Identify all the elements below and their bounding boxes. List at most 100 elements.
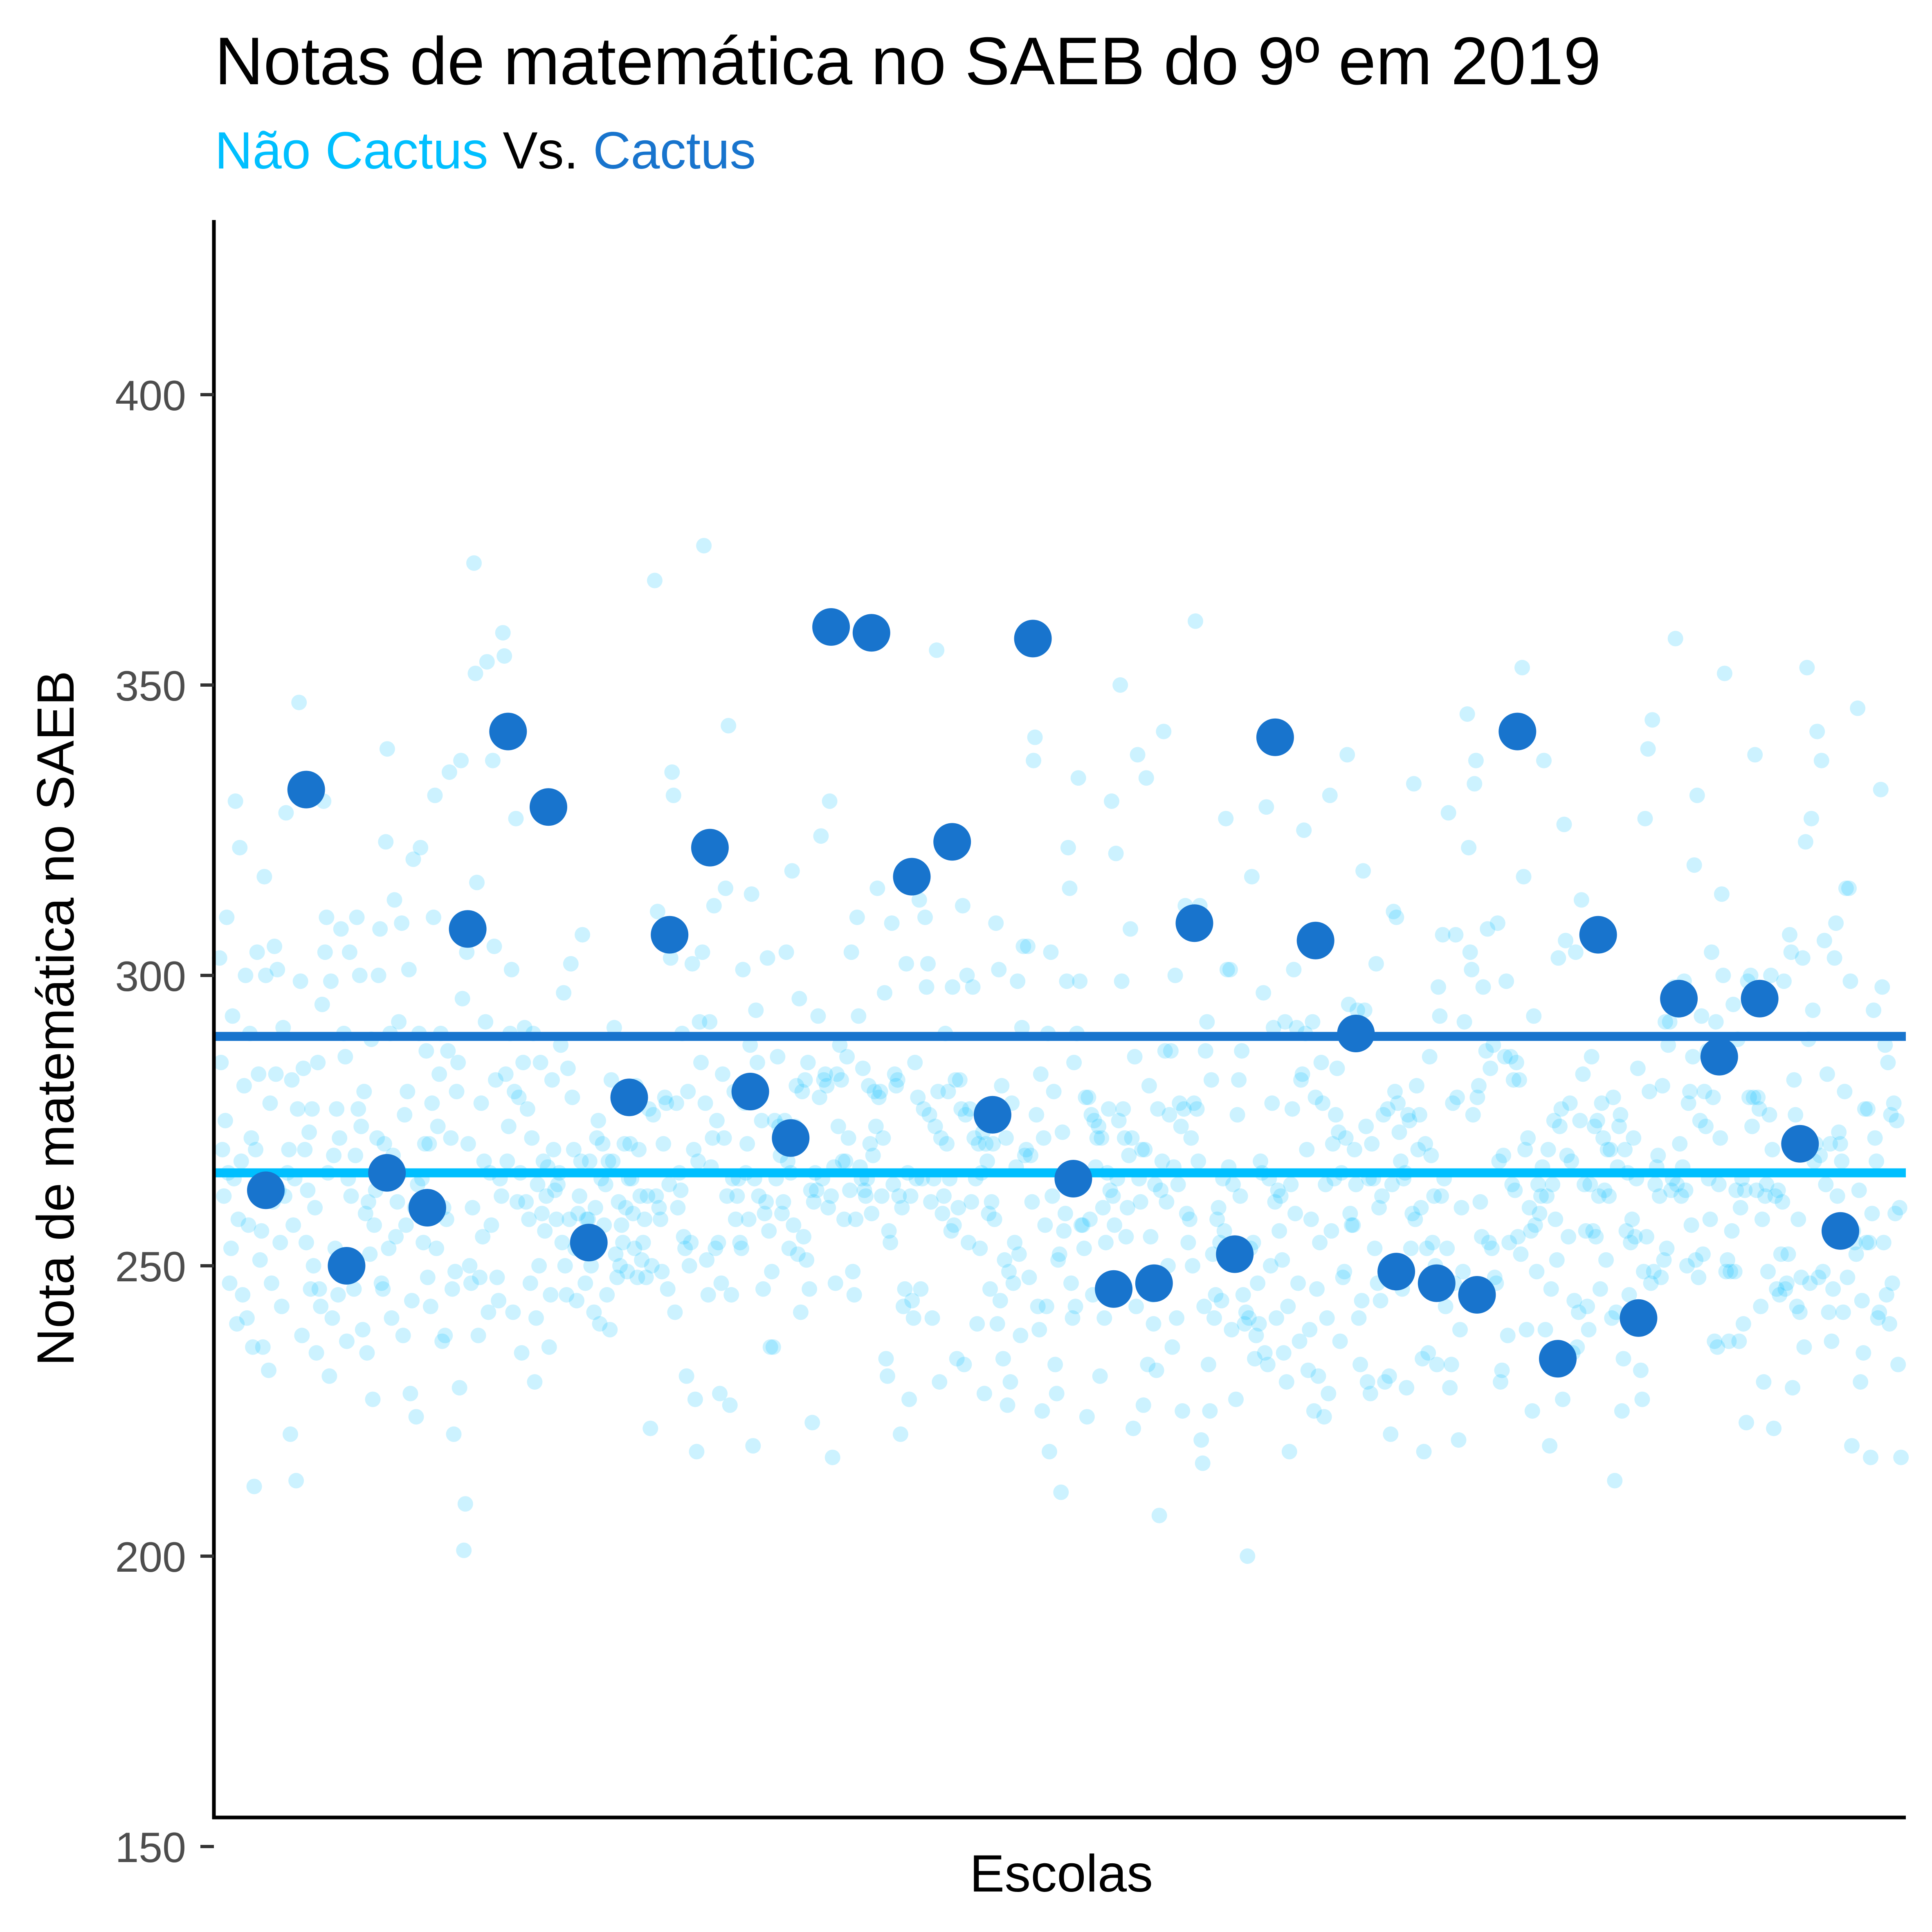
y-axis-label: Nota de matemática no SAEB — [27, 671, 85, 1366]
nao-cactus-point — [762, 1339, 778, 1355]
nao-cactus-point — [913, 1281, 929, 1297]
nao-cactus-point — [1316, 1409, 1332, 1425]
nao-cactus-point — [341, 944, 357, 960]
nao-cactus-point — [833, 1072, 849, 1088]
nao-cactus-point — [1472, 1194, 1488, 1210]
nao-cactus-point — [1114, 973, 1130, 989]
nao-cactus-point — [1854, 1293, 1870, 1309]
nao-cactus-point — [1374, 1188, 1390, 1204]
nao-cactus-point — [1673, 1188, 1689, 1204]
nao-cactus-point — [1542, 1438, 1558, 1454]
nao-cactus-point — [845, 1264, 861, 1280]
nao-cactus-point — [1054, 1124, 1070, 1140]
cactus-point — [1418, 1264, 1456, 1302]
nao-cactus-point — [1739, 1415, 1754, 1431]
nao-cactus-point — [1577, 1177, 1592, 1193]
nao-cactus-point — [437, 1328, 453, 1343]
nao-cactus-point — [1721, 1333, 1737, 1349]
nao-cactus-point — [1754, 1211, 1770, 1227]
nao-cactus-point — [1741, 1090, 1757, 1105]
nao-cactus-point — [232, 840, 248, 856]
nao-cactus-point — [1234, 1043, 1250, 1059]
nao-cactus-point — [295, 1060, 311, 1076]
nao-cactus-point — [1078, 1090, 1094, 1105]
nao-cactus-point — [1633, 1362, 1649, 1378]
nao-cactus-point — [1579, 1298, 1595, 1314]
nao-cactus-point — [1000, 1397, 1015, 1413]
nao-cactus-point — [1289, 1020, 1305, 1036]
nao-cactus-point — [858, 1188, 874, 1204]
nao-cactus-point — [1893, 1449, 1909, 1465]
nao-cactus-point — [1273, 1188, 1289, 1204]
nao-cactus-point — [1159, 1194, 1175, 1210]
nao-cactus-point — [1086, 1113, 1102, 1128]
nao-cactus-point — [1698, 1119, 1714, 1134]
nao-cactus-point — [656, 1136, 672, 1152]
nao-cactus-point — [566, 1142, 582, 1157]
nao-cactus-point — [1840, 1269, 1856, 1285]
nao-cactus-point — [757, 1206, 773, 1222]
nao-cactus-point — [1480, 921, 1496, 937]
nao-cactus-point — [1763, 968, 1779, 983]
nao-cactus-point — [1660, 1037, 1676, 1053]
nao-cactus-point — [1038, 1298, 1054, 1314]
nao-cactus-point — [1018, 1142, 1034, 1157]
nao-cactus-point — [1026, 753, 1042, 768]
nao-cactus-point — [308, 1345, 324, 1361]
nao-cactus-point — [1036, 1130, 1051, 1146]
nao-cactus-point — [1183, 1130, 1199, 1146]
nao-cactus-point — [1614, 1403, 1630, 1419]
nao-cactus-point — [1388, 910, 1404, 925]
nao-cactus-point — [1007, 1235, 1023, 1251]
nao-cactus-point — [1487, 1269, 1503, 1285]
nao-cactus-point — [874, 1188, 890, 1204]
nao-cactus-point — [1164, 1339, 1180, 1355]
nao-cactus-point — [313, 1298, 329, 1314]
nao-cactus-point — [822, 793, 838, 809]
nao-cactus-point — [946, 1217, 962, 1233]
nao-cactus-point — [810, 1008, 826, 1024]
cactus-point — [328, 1247, 366, 1285]
nao-cactus-point — [1751, 1101, 1767, 1117]
nao-cactus-point — [1274, 1252, 1290, 1268]
nao-cactus-point — [1138, 770, 1154, 786]
nao-cactus-point — [1552, 1119, 1568, 1134]
nao-cactus-point — [660, 1281, 676, 1297]
nao-cactus-point — [1559, 1148, 1575, 1164]
nao-cactus-point — [452, 1380, 467, 1396]
cactus-point — [1377, 1253, 1415, 1291]
nao-cactus-point — [984, 1194, 1000, 1210]
nao-cactus-point — [770, 1049, 786, 1065]
nao-cactus-point — [1537, 1322, 1553, 1338]
nao-cactus-point — [1468, 753, 1484, 768]
nao-cactus-point — [985, 1136, 1001, 1152]
nao-cactus-point — [556, 985, 572, 1001]
nao-cactus-point — [1615, 1351, 1631, 1367]
nao-cactus-point — [410, 1177, 426, 1193]
nao-cactus-point — [1521, 1200, 1537, 1215]
nao-cactus-point — [615, 1235, 631, 1251]
nao-cactus-point — [1322, 787, 1338, 803]
cactus-point — [489, 712, 527, 750]
nao-cactus-point — [1358, 1119, 1374, 1134]
nao-cactus-point — [1404, 1206, 1420, 1222]
nao-cactus-point — [830, 1119, 846, 1134]
nao-cactus-point — [1788, 1107, 1804, 1123]
nao-cactus-point — [1112, 677, 1128, 693]
nao-cactus-point — [1134, 1142, 1150, 1157]
nao-cactus-point — [832, 1037, 848, 1053]
nao-cactus-point — [1478, 1043, 1494, 1059]
nao-cactus-point — [1568, 944, 1584, 960]
nao-cactus-point — [1121, 1148, 1137, 1164]
nao-cactus-point — [373, 1275, 389, 1291]
nao-cactus-point — [1095, 1200, 1111, 1215]
nao-cactus-point — [1337, 1264, 1352, 1280]
nao-cactus-point — [1536, 753, 1552, 768]
nao-cactus-point — [702, 1014, 718, 1030]
nao-cactus-point — [1469, 1090, 1485, 1105]
nao-cactus-point — [1200, 1357, 1216, 1373]
nao-cactus-point — [1082, 1211, 1098, 1227]
nao-cactus-point — [1618, 1223, 1634, 1239]
nao-cactus-point — [236, 1078, 252, 1094]
nao-cactus-point — [1856, 1345, 1871, 1361]
